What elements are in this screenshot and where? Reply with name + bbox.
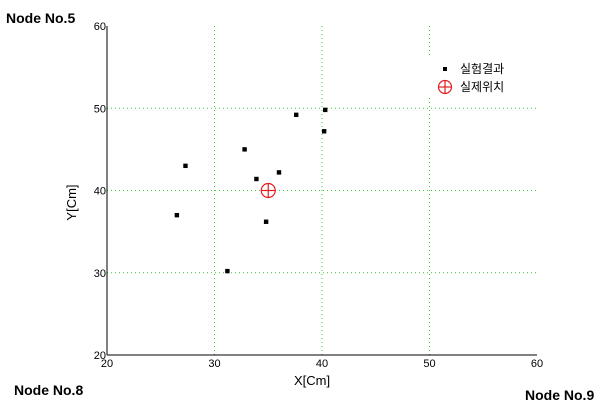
x-tick-label: 20 bbox=[101, 358, 113, 370]
grid bbox=[107, 26, 537, 355]
data-point bbox=[263, 219, 269, 224]
node-label-9: Node No.9 bbox=[525, 387, 595, 403]
data-point bbox=[254, 176, 259, 182]
data-points bbox=[174, 107, 328, 274]
y-axis-label: Y[Cm] bbox=[64, 184, 79, 220]
data-point bbox=[183, 163, 188, 169]
legend-circle-cross-marker bbox=[437, 79, 453, 95]
axes bbox=[106, 26, 537, 356]
y-tick-label: 40 bbox=[94, 186, 106, 198]
legend: 실험결과 실제위치 bbox=[428, 58, 528, 96]
x-tick-label: 30 bbox=[208, 358, 220, 370]
x-tick-label: 50 bbox=[423, 358, 435, 370]
x-axis-label: X[Cm] bbox=[294, 373, 330, 388]
x-tick-label: 60 bbox=[531, 358, 543, 370]
data-point bbox=[242, 147, 247, 152]
actual-position-marker bbox=[260, 182, 276, 199]
legend-series-1: 실험결과 bbox=[460, 62, 504, 76]
data-point bbox=[321, 129, 327, 134]
tick-labels: 20 30 40 50 60 20 30 40 50 60 bbox=[94, 21, 543, 370]
legend-square-marker bbox=[443, 67, 447, 71]
data-point bbox=[294, 112, 299, 118]
data-point bbox=[174, 212, 180, 218]
data-point bbox=[323, 107, 328, 113]
y-tick-label: 50 bbox=[94, 103, 106, 115]
data-point bbox=[225, 268, 230, 274]
y-tick-label: 60 bbox=[94, 21, 106, 33]
node-label-5: Node No.5 bbox=[6, 10, 76, 26]
legend-series-2: 실제위치 bbox=[460, 80, 504, 94]
y-tick-label: 30 bbox=[94, 268, 106, 280]
x-tick-label: 40 bbox=[316, 358, 328, 370]
node-label-8: Node No.8 bbox=[14, 382, 84, 398]
y-tick-label: 20 bbox=[94, 350, 106, 362]
data-point bbox=[276, 170, 282, 175]
